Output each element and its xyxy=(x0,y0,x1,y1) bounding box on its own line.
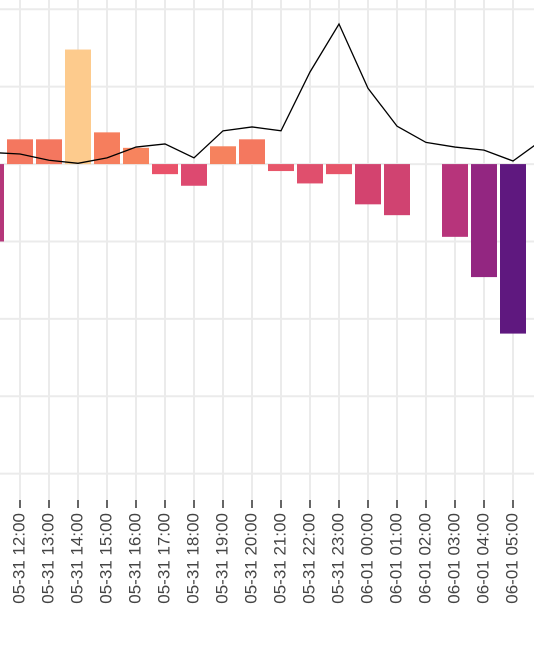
bar xyxy=(442,164,468,237)
x-tick-label: 06-01 03:00 xyxy=(444,513,463,604)
x-tick-label: 05-31 16:00 xyxy=(125,513,144,604)
bar xyxy=(326,164,352,175)
x-tick-label: 06-01 02:00 xyxy=(415,513,434,604)
bar xyxy=(384,164,410,216)
x-tick-label: 05-31 12:00 xyxy=(9,513,28,604)
bar xyxy=(210,146,236,165)
x-tick-label: 06-01 00:00 xyxy=(357,513,376,604)
bar xyxy=(500,164,526,334)
x-tick-label: 06-01 04:00 xyxy=(473,513,492,604)
x-tick-label: 05-31 20:00 xyxy=(241,513,260,604)
bar xyxy=(297,164,323,184)
x-tick-label: 06-01 05:00 xyxy=(502,513,521,604)
bar xyxy=(355,164,381,205)
bar xyxy=(471,164,497,278)
line xyxy=(0,22,534,164)
bar xyxy=(65,49,91,165)
x-tick-label: 05-31 22:00 xyxy=(299,513,318,604)
x-tick-label: 05-31 23:00 xyxy=(328,513,347,604)
x-tick-label: 05-31 15:00 xyxy=(96,513,115,604)
bar xyxy=(7,139,33,165)
bar xyxy=(181,164,207,186)
x-tick-label: 05-31 17:00 xyxy=(154,513,173,604)
bar xyxy=(0,164,4,242)
x-tick-label: 05-31 18:00 xyxy=(183,513,202,604)
bar xyxy=(123,147,149,165)
x-tick-label: 05-31 21:00 xyxy=(270,513,289,604)
x-tick-label: 05-31 19:00 xyxy=(212,513,231,604)
x-tick-label: 05-31 13:00 xyxy=(38,513,57,604)
bar xyxy=(239,139,265,165)
bar xyxy=(152,164,178,175)
x-tick-label: 05-31 14:00 xyxy=(67,513,86,604)
bar xyxy=(94,132,120,165)
bar xyxy=(268,164,294,172)
x-tick-label: 06-01 01:00 xyxy=(386,513,405,604)
